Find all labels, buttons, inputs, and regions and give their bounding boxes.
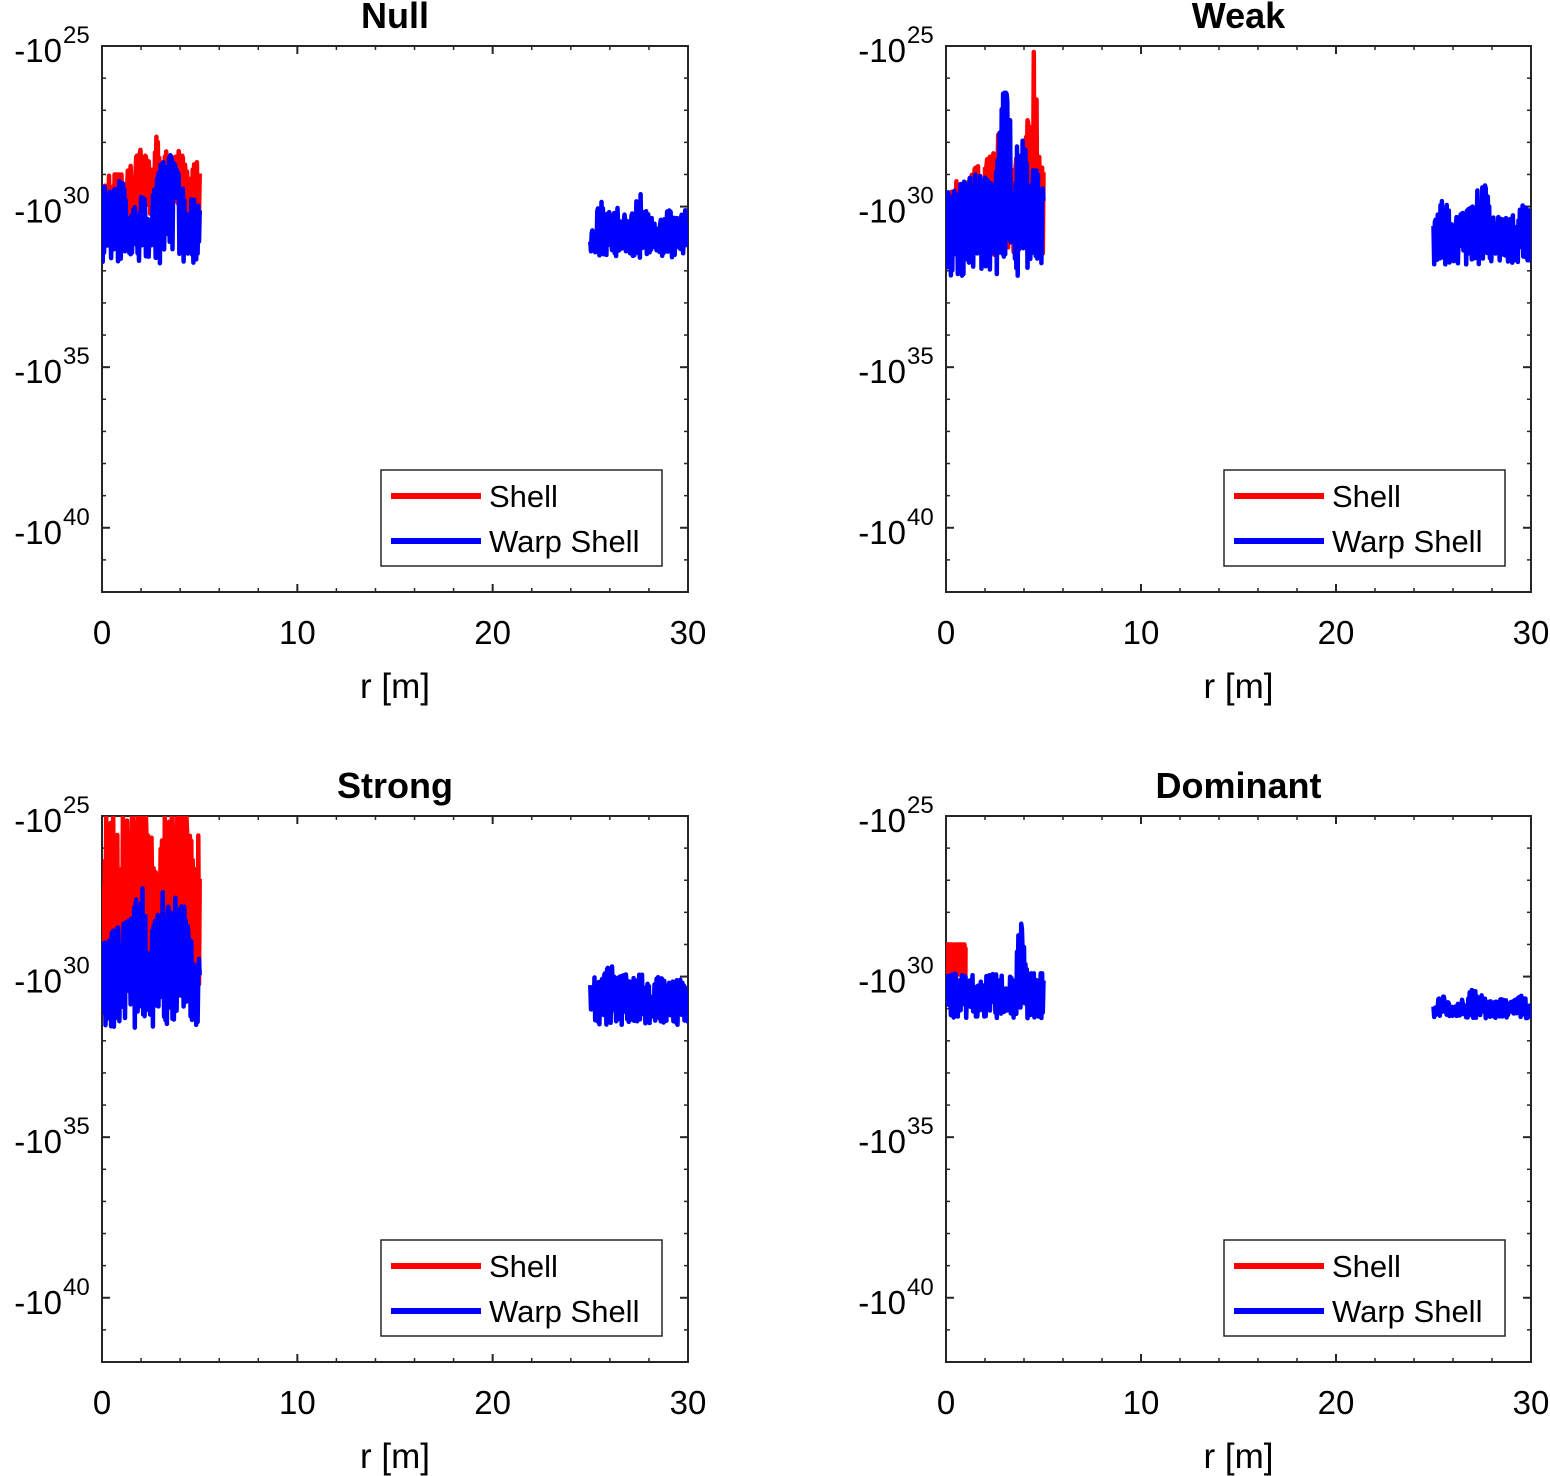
- y-tick-label: -10: [858, 963, 906, 1000]
- series-warp-shell-line: [1431, 183, 1531, 267]
- chart-title: Weak: [1192, 0, 1286, 36]
- legend-label: Shell: [489, 1249, 558, 1284]
- legend: Shell Warp Shell: [380, 469, 663, 567]
- legend-label: Warp Shell: [1332, 524, 1482, 559]
- x-axis-label: r [m]: [1204, 1437, 1274, 1476]
- x-tick-label: 10: [279, 614, 316, 651]
- x-tick-label: 20: [1318, 1384, 1355, 1421]
- x-tick-label: 10: [1123, 1384, 1160, 1421]
- series-warp-shell-line: [588, 191, 688, 260]
- x-axis-label: r [m]: [360, 667, 430, 706]
- y-tick-label: -10: [14, 514, 62, 551]
- y-tick-exponent: 30: [907, 183, 934, 210]
- legend-label: Shell: [1332, 1249, 1401, 1284]
- x-tick-label: 20: [474, 1384, 511, 1421]
- y-tick-exponent: 30: [63, 953, 90, 980]
- legend-label: Shell: [1332, 479, 1401, 514]
- legend-label: Shell: [489, 479, 558, 514]
- series-shell-line: [946, 942, 968, 979]
- x-tick-label: 30: [1513, 1384, 1550, 1421]
- chart-title: Null: [361, 0, 429, 36]
- y-tick-label: -10: [858, 353, 906, 390]
- y-tick-exponent: 25: [907, 792, 934, 819]
- y-tick-exponent: 30: [907, 953, 934, 980]
- y-tick-label: -10: [14, 963, 62, 1000]
- y-tick-label: -10: [858, 1123, 906, 1160]
- legend-box: [380, 1239, 663, 1337]
- y-tick-exponent: 35: [907, 1113, 934, 1140]
- legend-box: [1223, 1239, 1506, 1337]
- x-tick-label: 0: [937, 614, 955, 651]
- y-tick-exponent: 40: [63, 504, 90, 531]
- y-tick-label: -10: [858, 514, 906, 551]
- series-warp-shell-line: [588, 964, 688, 1027]
- y-tick-exponent: 35: [63, 1113, 90, 1140]
- y-tick-label: -10: [858, 32, 906, 69]
- y-tick-label: -10: [14, 1284, 62, 1321]
- x-axis-label: r [m]: [1204, 667, 1274, 706]
- y-tick-exponent: 30: [63, 183, 90, 210]
- y-tick-label: -10: [14, 353, 62, 390]
- x-tick-label: 0: [93, 614, 111, 651]
- y-tick-exponent: 40: [907, 504, 934, 531]
- x-tick-label: 10: [279, 1384, 316, 1421]
- y-tick-exponent: 40: [63, 1274, 90, 1301]
- legend-label: Warp Shell: [489, 524, 639, 559]
- x-tick-label: 30: [1513, 614, 1550, 651]
- y-tick-exponent: 35: [63, 343, 90, 370]
- x-tick-label: 10: [1123, 614, 1160, 651]
- y-tick-exponent: 35: [907, 343, 934, 370]
- legend: Shell Warp Shell: [1223, 469, 1506, 567]
- series-warp-shell-line: [946, 921, 1046, 1021]
- legend: Shell Warp Shell: [380, 1239, 663, 1337]
- legend-box: [1223, 469, 1506, 567]
- legend-label: Warp Shell: [1332, 1294, 1482, 1329]
- y-tick-label: -10: [14, 1123, 62, 1160]
- y-tick-exponent: 25: [63, 22, 90, 49]
- series-warp-shell-line: [102, 886, 202, 1030]
- y-tick-label: -10: [14, 32, 62, 69]
- y-tick-exponent: 25: [63, 792, 90, 819]
- y-tick-exponent: 40: [907, 1274, 934, 1301]
- series-warp-shell-line: [946, 90, 1046, 278]
- legend-label: Warp Shell: [489, 1294, 639, 1329]
- legend: Shell Warp Shell: [1223, 1239, 1506, 1337]
- chart-title: Strong: [337, 765, 453, 806]
- chart-title: Dominant: [1156, 765, 1322, 806]
- y-tick-label: -10: [858, 802, 906, 839]
- legend-box: [380, 469, 663, 567]
- x-tick-label: 30: [670, 1384, 707, 1421]
- y-tick-label: -10: [14, 802, 62, 839]
- x-tick-label: 0: [937, 1384, 955, 1421]
- series-warp-shell-line: [1431, 987, 1531, 1021]
- x-tick-label: 20: [474, 614, 511, 651]
- y-tick-exponent: 25: [907, 22, 934, 49]
- x-axis-label: r [m]: [360, 1437, 430, 1476]
- series-warp-shell-line: [102, 152, 202, 266]
- y-tick-label: -10: [858, 1284, 906, 1321]
- x-tick-label: 30: [670, 614, 707, 651]
- x-tick-label: 0: [93, 1384, 111, 1421]
- x-tick-label: 20: [1318, 614, 1355, 651]
- y-tick-label: -10: [14, 193, 62, 230]
- y-tick-label: -10: [858, 193, 906, 230]
